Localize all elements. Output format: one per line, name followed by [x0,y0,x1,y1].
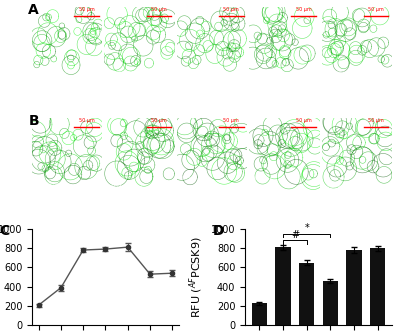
Bar [323,281,338,325]
Bar [275,247,291,325]
Text: 50 μm: 50 μm [151,7,167,12]
Text: *: * [304,223,309,233]
Text: $^{AF}$PCSK9+
0.1 μM βE2 (2h): $^{AF}$PCSK9+ 0.1 μM βE2 (2h) [179,175,212,189]
Text: C: C [0,224,10,238]
Text: $^{AF}$PCSK9 (1 h): $^{AF}$PCSK9 (1 h) [106,69,136,78]
Text: 50 μm: 50 μm [151,118,167,123]
Text: A: A [28,3,39,17]
Text: 50 μm: 50 μm [296,118,312,123]
Y-axis label: RFU ($^{AF}$PCSK9): RFU ($^{AF}$PCSK9) [188,236,205,318]
Text: 50 μm: 50 μm [79,7,94,12]
Text: $^{AF}$PCSK9 (6 h): $^{AF}$PCSK9 (6 h) [324,69,354,78]
Text: 50 μm: 50 μm [368,7,384,12]
Text: 50 μm: 50 μm [224,118,239,123]
Text: 50 μm: 50 μm [368,118,384,123]
Bar [252,303,267,325]
Text: 50 μm: 50 μm [224,7,239,12]
Bar [346,250,362,325]
Text: 50 μm: 50 μm [296,7,312,12]
Bar [299,263,314,325]
Text: B: B [28,114,39,128]
Text: $^{AF}$PCSK9 (0.5 h): $^{AF}$PCSK9 (0.5 h) [34,69,68,78]
Text: $^{AF}$PCSK9+
10 μM βE2 (2h): $^{AF}$PCSK9+ 10 μM βE2 (2h) [324,175,355,189]
Text: $^{AF}$PCSK9 (2 h): $^{AF}$PCSK9 (2 h) [179,69,209,78]
Text: #: # [291,230,299,240]
Text: $^{AF}$PCSK9+
1 μM βE2 (2h): $^{AF}$PCSK9+ 1 μM βE2 (2h) [251,175,280,189]
Text: $^{AF}$PCSK9 (2h): $^{AF}$PCSK9 (2h) [34,180,63,189]
Bar [370,248,386,325]
Text: $^{AF}$PCSK9 (4 h): $^{AF}$PCSK9 (4 h) [251,69,281,78]
Text: D: D [213,224,224,238]
Text: $^{AF}$PCSK9+
0.01 μM βE2 (2h): $^{AF}$PCSK9+ 0.01 μM βE2 (2h) [106,175,142,189]
Text: 50 μm: 50 μm [79,118,94,123]
